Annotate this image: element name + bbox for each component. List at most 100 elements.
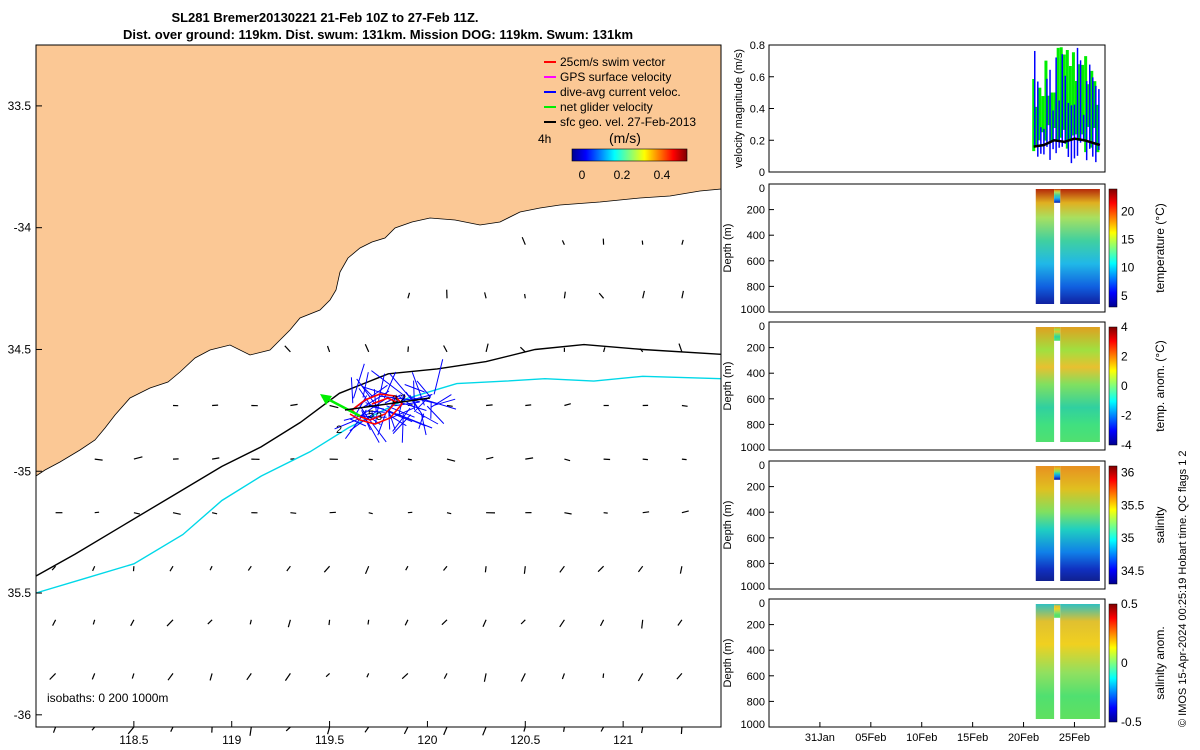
sal_anom-colorbar-tick: -0.5: [1121, 715, 1142, 729]
map-x-tick-label: 119: [222, 733, 241, 747]
surface-current-arrow: [167, 673, 174, 681]
salinity-y-tick-label: 800: [747, 558, 765, 570]
colorbar-tick-1: 0.2: [614, 168, 631, 182]
surface-current-arrow: [523, 566, 526, 574]
temp_anom-profile-block: [1035, 327, 1055, 442]
surface-current-arrow: [483, 673, 487, 682]
surface-current-arrow: [485, 456, 494, 460]
sal_anom-y-tick-label: 0: [759, 598, 765, 610]
map-y-tick-label: 34.5: [8, 342, 32, 356]
temperature-colorbar-tick: 15: [1121, 233, 1135, 247]
map-y-tick-label: -35: [14, 464, 32, 478]
sfc-geo-velocity-line: [1033, 137, 1101, 148]
map-x-tick-label: 119.5: [315, 733, 344, 747]
surface-current-arrow: [564, 512, 572, 515]
surface-current-arrow: [52, 619, 57, 626]
temperature-colorbar-label: temperature (°C): [1153, 203, 1167, 293]
net-glider-velocity-arrowhead: [320, 394, 332, 405]
surface-current-arrow: [284, 673, 291, 681]
surface-current-arrow: [326, 345, 331, 353]
surface-current-arrow: [525, 457, 534, 460]
surface-current-arrow: [404, 619, 409, 626]
surface-current-arrow: [249, 726, 252, 736]
surface-current-arrow: [561, 673, 565, 680]
salinity-y-tick-label: 400: [747, 507, 765, 519]
salinity-colorbar-tick: 35: [1121, 531, 1135, 545]
map-colorbar: [571, 148, 688, 162]
time-x-tick-label: 25Feb: [1059, 732, 1090, 744]
surface-current-arrow: [91, 726, 96, 731]
panel-sal_anom: 0 200 400 600 800 1000 Depth (m) 0.5 0 -0.5 salini…: [722, 597, 1167, 744]
temperature-colorbar-tick: 10: [1121, 261, 1135, 275]
time-x-tick-label: 20Feb: [1008, 732, 1039, 744]
legend-entry: dive-avg current veloc.: [560, 85, 681, 99]
temperature-colorbar-tick: 20: [1121, 204, 1135, 218]
sal_anom-y-tick-label: 400: [747, 645, 765, 657]
track-label-4: 2: [400, 393, 406, 405]
map-y-tick-label: -34: [14, 221, 32, 235]
velocity-y-tick-label: 0.6: [750, 72, 765, 84]
temp_anom-colorbar-tick: 0: [1121, 379, 1128, 393]
surface-current-arrow: [49, 672, 57, 680]
map-x-tick-label: 121: [613, 733, 633, 747]
surface-current-arrow: [642, 511, 650, 514]
temperature-colorbar-tick: 5: [1121, 289, 1128, 303]
dive-avg-current-vector: [371, 370, 403, 395]
dive-avg-current-vector: [392, 414, 412, 434]
surface-current-arrow: [563, 291, 566, 299]
surface-current-arrow: [681, 290, 684, 299]
temp_anom-y-tick-label: 400: [747, 368, 765, 380]
velocity-y-tick-label: 0.8: [750, 40, 765, 52]
surface-current-arrow: [642, 458, 648, 461]
surface-current-arrow: [446, 404, 453, 407]
salinity-profile-block: [1060, 466, 1100, 581]
surface-current-arrow: [443, 345, 448, 353]
surface-current-arrow: [484, 292, 487, 299]
surface-current-arrow: [249, 619, 252, 625]
figure-title-line2: Dist. over ground: 119km. Dist. swum: 13…: [123, 27, 633, 42]
track-label-3: 5: [368, 409, 374, 421]
sal_anom-colorbar-tick: 0.5: [1121, 597, 1138, 611]
colorbar-extra-label: 4h: [538, 132, 551, 146]
temp_anom-y-tick-label: 0: [759, 321, 765, 333]
surface-current-arrow: [443, 565, 448, 571]
surface-current-arrow: [559, 619, 565, 628]
colorbar-tick-0: 0: [579, 168, 586, 182]
temp_anom-colorbar-tick: 4: [1121, 320, 1128, 334]
dive-avg-current-vector: [415, 411, 439, 425]
surface-current-arrow: [446, 458, 456, 462]
temperature-profile-block: [1060, 189, 1100, 304]
legend-entry: sfc geo. vel. 27-Feb-2013: [560, 115, 696, 129]
dive-avg-current-vector: [434, 398, 456, 406]
sal_anom-profile-cap: [1054, 604, 1061, 618]
dive-avg-current-vector: [388, 410, 391, 430]
surface-current-arrow: [94, 511, 100, 514]
time-x-tick-label: 05Feb: [855, 732, 886, 744]
surface-current-arrow: [169, 565, 174, 572]
dive-avg-current-vector: [349, 418, 367, 427]
temp_anom-colorbar: [1108, 326, 1118, 446]
surface-current-arrow: [133, 512, 141, 515]
surface-current-arrow: [599, 619, 605, 627]
surface-current-arrow: [446, 512, 452, 515]
surface-current-vector-field: [49, 236, 689, 736]
salinity-y-label: Depth (m): [722, 501, 734, 550]
sal_anom-colorbar-tick: 0: [1121, 656, 1128, 670]
dive-avg-current-vector: [356, 378, 378, 407]
map-y-axis: 33.5 -34 34.5 -35 35.5 -36: [8, 99, 42, 722]
dive-avg-current-vector: [360, 383, 373, 397]
dive-avg-current-vector: [413, 380, 415, 410]
dive-avg-current-vector: [389, 407, 414, 419]
temp_anom-colorbar-label: temp. anom. (°C): [1153, 340, 1167, 432]
map-y-tick-label: 35.5: [8, 586, 32, 600]
isobath-note: isobaths: 0 200 1000m: [47, 691, 168, 705]
surface-current-arrow: [166, 619, 174, 627]
surface-current-arrow: [130, 619, 135, 627]
surface-current-arrow: [521, 236, 526, 245]
dive-avg-current-vector: [426, 405, 445, 424]
surface-current-arrow: [677, 619, 683, 626]
temperature-y-tick-label: 200: [747, 205, 765, 217]
surface-current-arrow: [681, 458, 687, 461]
surface-current-arrow: [127, 726, 135, 735]
